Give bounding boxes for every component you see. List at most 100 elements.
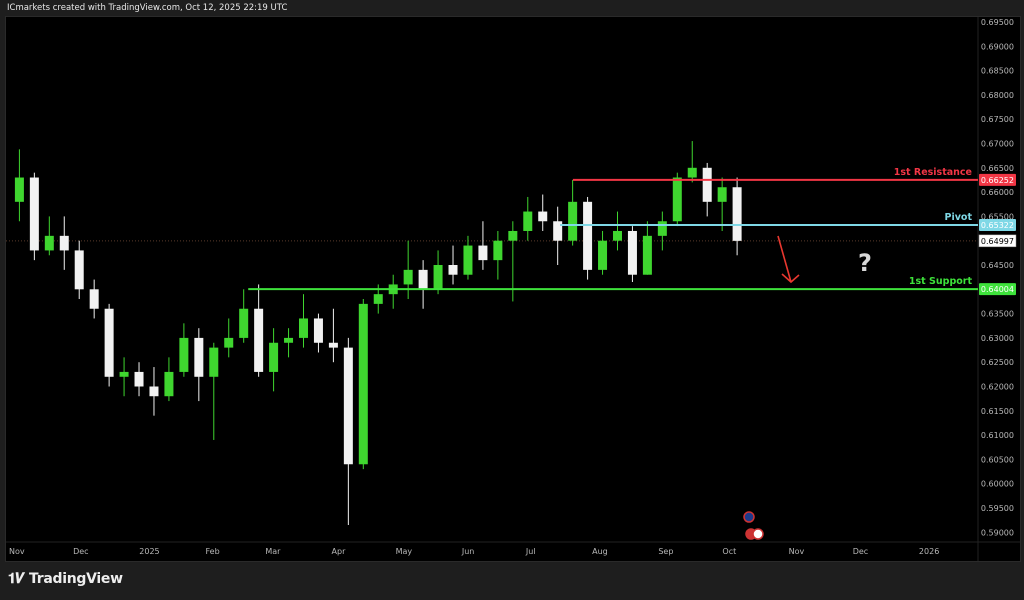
price-tick-label: 0.61000 bbox=[981, 431, 1014, 440]
brand-name: TradingView bbox=[29, 571, 123, 587]
candle-body bbox=[284, 337, 294, 343]
price-tick-label: 0.67000 bbox=[981, 140, 1014, 149]
price-tick-label: 0.68000 bbox=[981, 91, 1014, 100]
level-label: 1st Support bbox=[909, 276, 973, 287]
level-price-badge bbox=[979, 219, 1016, 232]
price-tick-label: 0.63500 bbox=[981, 310, 1014, 319]
candle-body bbox=[358, 303, 368, 465]
price-tick-label: 0.63000 bbox=[981, 334, 1014, 343]
candle-body bbox=[343, 347, 353, 465]
candle-body bbox=[627, 230, 637, 275]
candle-body bbox=[313, 318, 323, 343]
candle-body bbox=[209, 347, 219, 377]
time-tick-label: Oct bbox=[722, 547, 736, 556]
candle-body bbox=[134, 371, 144, 387]
down-arrow-icon bbox=[777, 235, 800, 284]
time-tick-label: May bbox=[396, 547, 413, 556]
time-tick-label: Sep bbox=[658, 547, 673, 556]
candle-body bbox=[179, 337, 189, 372]
price-tick-label: 0.66500 bbox=[981, 164, 1014, 173]
chart-canvas[interactable]: 0.69500 0.69000 0.68500 0.68000 0.67500 0.670… bbox=[6, 17, 1020, 561]
price-tick-label: 0.59500 bbox=[981, 504, 1014, 513]
candle-body bbox=[717, 187, 727, 202]
candle-body bbox=[403, 269, 413, 285]
candle-body bbox=[448, 265, 458, 275]
level-price-text: 0.66252 bbox=[981, 176, 1014, 185]
price-tick-label: 0.67500 bbox=[981, 115, 1014, 124]
candle-body bbox=[523, 211, 533, 231]
candle-body bbox=[373, 294, 383, 304]
time-tick-label: Dec bbox=[853, 547, 868, 556]
time-tick-label: Dec bbox=[73, 547, 88, 556]
level-price-badge bbox=[979, 283, 1016, 296]
price-tick-label: 0.64500 bbox=[981, 261, 1014, 270]
tradingview-logo-icon: 𝟏𝑽 bbox=[8, 571, 25, 587]
candle-body bbox=[672, 177, 682, 222]
candle-body bbox=[642, 235, 652, 275]
level-label: Pivot bbox=[945, 212, 973, 223]
candle-body bbox=[149, 386, 159, 397]
time-tick-label: Nov bbox=[789, 547, 805, 556]
price-tick-label: 0.69000 bbox=[981, 42, 1014, 51]
price-tick-label: 0.60000 bbox=[981, 480, 1014, 489]
price-tick-label: 0.59000 bbox=[981, 528, 1014, 537]
price-tick-label: 0.61500 bbox=[981, 407, 1014, 416]
price-tick-label: 0.66000 bbox=[981, 188, 1014, 197]
question-mark: ? bbox=[858, 249, 872, 277]
candle-body bbox=[269, 342, 279, 372]
candle-body bbox=[508, 230, 518, 241]
candle-body bbox=[478, 245, 488, 261]
australia-flag-icon bbox=[743, 511, 755, 523]
candle-body bbox=[14, 177, 24, 202]
candle-body bbox=[254, 308, 264, 372]
candle-body bbox=[463, 245, 473, 275]
candle-body bbox=[194, 337, 204, 377]
candle-body bbox=[657, 221, 667, 236]
price-chart[interactable]: 0.69500 0.69000 0.68500 0.68000 0.67500 0.670… bbox=[5, 16, 1021, 562]
candle-body bbox=[59, 235, 69, 251]
candle-body bbox=[687, 167, 697, 178]
time-tick-label: Aug bbox=[592, 547, 608, 556]
candle-body bbox=[119, 371, 129, 377]
candle-body bbox=[44, 235, 54, 251]
price-tick-label: 0.62500 bbox=[981, 358, 1014, 367]
current-price-text: 0.64997 bbox=[981, 237, 1014, 246]
price-tick-label: 0.69500 bbox=[981, 18, 1014, 27]
candle-body bbox=[553, 221, 563, 241]
chart-attribution: ICmarkets created with TradingView.com, … bbox=[7, 3, 288, 13]
current-price-badge bbox=[978, 234, 1017, 248]
time-tick-label: Feb bbox=[206, 547, 220, 556]
candle-body bbox=[583, 201, 593, 270]
candle-body bbox=[598, 240, 608, 270]
event-flag-icon bbox=[752, 528, 764, 540]
candle-body bbox=[298, 318, 308, 338]
tradingview-logo[interactable]: 𝟏𝑽 TradingView bbox=[8, 571, 123, 587]
candle-body bbox=[89, 289, 99, 309]
price-tick-label: 0.60500 bbox=[981, 455, 1014, 464]
candle-body bbox=[702, 167, 712, 202]
price-tick-label: 0.62000 bbox=[981, 383, 1014, 392]
candle-body bbox=[74, 250, 84, 290]
time-tick-label: Jul bbox=[525, 547, 536, 556]
candle-body bbox=[164, 371, 174, 397]
candle-body bbox=[224, 337, 234, 348]
candle-body bbox=[493, 240, 503, 261]
time-tick-label: Jun bbox=[461, 547, 475, 556]
candle-body bbox=[328, 342, 338, 348]
candle-body bbox=[418, 269, 428, 290]
time-tick-label: 2026 bbox=[919, 547, 939, 556]
level-price-text: 0.64004 bbox=[981, 285, 1014, 294]
level-price-text: 0.65322 bbox=[981, 221, 1014, 230]
time-tick-label: Mar bbox=[265, 547, 281, 556]
candle-body bbox=[239, 308, 249, 338]
candle-body bbox=[104, 308, 114, 377]
candle-body bbox=[29, 177, 39, 251]
time-tick-label: Nov bbox=[9, 547, 25, 556]
price-tick-label: 0.68500 bbox=[981, 67, 1014, 76]
candle-body bbox=[612, 230, 622, 241]
time-tick-label: Apr bbox=[332, 547, 347, 556]
level-label: 1st Resistance bbox=[894, 167, 972, 178]
level-price-badge bbox=[979, 173, 1016, 186]
candle-body bbox=[568, 201, 578, 241]
candle-body bbox=[433, 265, 443, 290]
